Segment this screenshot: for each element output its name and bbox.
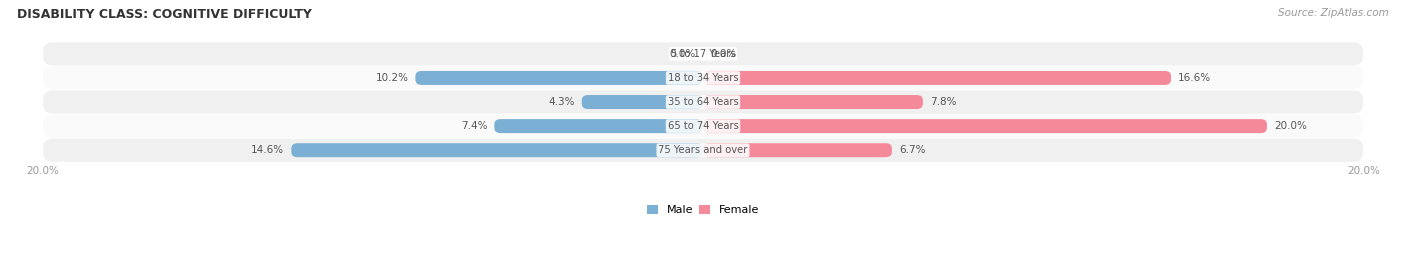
Text: 7.8%: 7.8% bbox=[929, 97, 956, 107]
Text: 18 to 34 Years: 18 to 34 Years bbox=[668, 73, 738, 83]
Legend: Male, Female: Male, Female bbox=[643, 200, 763, 220]
Text: 0.0%: 0.0% bbox=[669, 49, 696, 59]
Text: 20.0%: 20.0% bbox=[1347, 166, 1379, 176]
FancyBboxPatch shape bbox=[703, 95, 922, 109]
Text: 10.2%: 10.2% bbox=[375, 73, 408, 83]
Text: 4.3%: 4.3% bbox=[548, 97, 575, 107]
Text: 20.0%: 20.0% bbox=[1274, 121, 1306, 131]
FancyBboxPatch shape bbox=[415, 71, 703, 85]
FancyBboxPatch shape bbox=[703, 143, 891, 157]
Text: 0.0%: 0.0% bbox=[710, 49, 737, 59]
Text: 20.0%: 20.0% bbox=[27, 166, 59, 176]
Text: 7.4%: 7.4% bbox=[461, 121, 488, 131]
Text: 14.6%: 14.6% bbox=[252, 145, 284, 155]
FancyBboxPatch shape bbox=[582, 95, 703, 109]
Text: 65 to 74 Years: 65 to 74 Years bbox=[668, 121, 738, 131]
FancyBboxPatch shape bbox=[44, 91, 1362, 114]
Text: 6.7%: 6.7% bbox=[898, 145, 925, 155]
FancyBboxPatch shape bbox=[291, 143, 703, 157]
FancyBboxPatch shape bbox=[495, 119, 703, 133]
FancyBboxPatch shape bbox=[703, 71, 1171, 85]
FancyBboxPatch shape bbox=[44, 66, 1362, 90]
Text: 16.6%: 16.6% bbox=[1178, 73, 1211, 83]
FancyBboxPatch shape bbox=[44, 42, 1362, 65]
Text: 5 to 17 Years: 5 to 17 Years bbox=[671, 49, 735, 59]
FancyBboxPatch shape bbox=[44, 139, 1362, 162]
Text: 75 Years and over: 75 Years and over bbox=[658, 145, 748, 155]
FancyBboxPatch shape bbox=[703, 119, 1267, 133]
FancyBboxPatch shape bbox=[44, 114, 1362, 138]
Text: DISABILITY CLASS: COGNITIVE DIFFICULTY: DISABILITY CLASS: COGNITIVE DIFFICULTY bbox=[17, 8, 312, 21]
Text: 35 to 64 Years: 35 to 64 Years bbox=[668, 97, 738, 107]
Text: Source: ZipAtlas.com: Source: ZipAtlas.com bbox=[1278, 8, 1389, 18]
